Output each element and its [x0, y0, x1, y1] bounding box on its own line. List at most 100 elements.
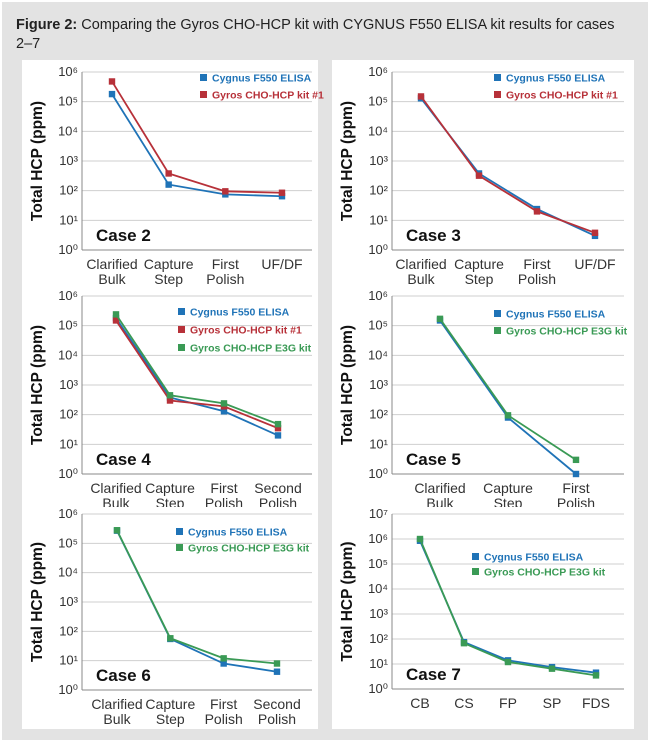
legend-label-cygnus-f550-elisa: Cygnus F550 ELISA [188, 527, 288, 539]
y-tick-label: 10⁵ [58, 535, 78, 550]
series-line-cygnus-f550-elisa [111, 93, 283, 198]
x-tick-line: Second [253, 696, 300, 712]
x-tick-line: CS [454, 695, 473, 711]
x-tick-line: Capture [144, 256, 194, 272]
legend-label-gyros-cho-hcp-e3g-kit: Gyros CHO-HCP E3G kit [190, 343, 312, 355]
y-tick-label: 10³ [369, 153, 388, 168]
y-tick-label: 10³ [59, 153, 78, 168]
x-tick-label-first-polish: First Polish [205, 696, 243, 727]
legend-label-cygnus-f550-elisa: Cygnus F550 ELISA [484, 552, 584, 564]
x-tick-line: First [210, 696, 237, 712]
x-tick-line: Bulk [103, 711, 131, 727]
y-axis-label: Total HCP (ppm) [339, 542, 356, 662]
data-point-gyros-cho-hcp-e3g-kit [220, 400, 228, 407]
y-tick-label: 10¹ [369, 656, 388, 671]
data-point-cygnus-f550-elisa [278, 193, 286, 200]
chart-panel-case-2: 10⁰ 10¹ 10² 10³ 10⁴ 10⁵ 10⁶ Total HCP (ppm) Clar… [22, 60, 324, 288]
x-tick-label-capture-step: Capture Step [454, 256, 504, 287]
x-tick-label-uf-df: UF/DF [261, 256, 302, 272]
legend-label-gyros-cho-hcp-e3g-kit: Gyros CHO-HCP E3G kit [188, 543, 310, 555]
data-point-gyros-cho-hcp-e3g-kit [274, 420, 282, 428]
y-tick-label: 10³ [59, 377, 78, 392]
x-tick-label-clarified-bulk: Clarified Bulk [91, 696, 142, 727]
legend-marker-gyros-cho-hcp-e3g-kit [494, 327, 501, 334]
data-point-gyros-cho-hcp-kit-1 [274, 424, 282, 432]
x-tick-line: Capture [145, 480, 195, 496]
x-tick-label-capture-step: Capture Step [144, 256, 194, 287]
data-point-gyros-cho-hcp-kit-1 [475, 172, 483, 179]
data-point-cygnus-f550-elisa [274, 432, 282, 439]
data-point-gyros-cho-hcp-kit-1 [112, 317, 120, 324]
data-point-gyros-cho-hcp-e3g-kit [112, 311, 120, 318]
legend-marker-gyros-cho-hcp-e3g-kit [472, 568, 479, 575]
x-tick-line: Polish [206, 271, 244, 287]
x-tick-label-fp: FP [499, 695, 517, 711]
chart-svg-case-5: 10⁰ 10¹ 10² 10³ 10⁴ 10⁵ 10⁶ Total HCP (ppm) Clar… [339, 288, 628, 511]
x-tick-line: Bulk [407, 271, 435, 287]
legend-marker-gyros-cho-hcp-kit-1 [494, 91, 501, 98]
data-point-gyros-cho-hcp-kit-1 [417, 93, 425, 100]
legend-marker-cygnus-f550-elisa [494, 74, 501, 81]
y-axis-label: Total HCP (ppm) [339, 101, 356, 221]
x-tick-label-first-polish: First Polish [206, 256, 244, 287]
chart-panel-case-4: 10⁰ 10¹ 10² 10³ 10⁴ 10⁵ 10⁶ Total HCP (ppm) Clar… [22, 288, 318, 514]
legend-marker-cygnus-f550-elisa [472, 553, 479, 560]
chart-svg-case-7: 10⁰ 10¹ 10² 10³ 10⁴ 10⁵ 10⁶ 10⁷ Total HCP (ppm) C… [339, 506, 624, 711]
data-point-cygnus-f550-elisa [273, 668, 281, 675]
x-tick-label-clarified-bulk: Clarified Bulk [395, 256, 446, 287]
chart-svg-case-6: 10⁰ 10¹ 10² 10³ 10⁴ 10⁵ 10⁶ Total HCP (ppm) Clar… [29, 506, 312, 727]
y-tick-label: 10⁴ [58, 565, 78, 580]
y-tick-label: 10³ [369, 377, 388, 392]
data-point-gyros-cho-hcp-kit-1 [591, 229, 599, 236]
series-line-gyros-cho-hcp-kit-1 [420, 95, 596, 234]
chart-svg-case-2: 10⁰ 10¹ 10² 10³ 10⁴ 10⁵ 10⁶ Total HCP (ppm) Clar… [29, 64, 324, 287]
y-tick-label: 10⁰ [368, 466, 388, 481]
x-tick-line: Bulk [98, 271, 126, 287]
y-tick-label: 10⁰ [368, 681, 388, 696]
data-point-gyros-cho-hcp-e3g-kit [273, 660, 281, 667]
y-tick-label: 10⁷ [369, 506, 388, 521]
y-tick-label: 10⁴ [58, 347, 78, 362]
series-line-gyros-cho-hcp-e3g-kit [115, 313, 279, 425]
legend-label-gyros-cho-hcp-e3g-kit: Gyros CHO-HCP E3G kit [506, 326, 628, 338]
legend-label-gyros-cho-hcp-kit-1: Gyros CHO-HCP kit #1 [190, 325, 302, 337]
y-axis-label: Total HCP (ppm) [29, 542, 46, 662]
y-tick-label: 10² [369, 631, 388, 646]
x-tick-line: Step [156, 711, 185, 727]
data-point-gyros-cho-hcp-e3g-kit [113, 527, 121, 534]
series-line-cygnus-f550-elisa [420, 97, 596, 237]
x-tick-label-uf-df: UF/DF [574, 256, 615, 272]
chart-svg-case-3: 10⁰ 10¹ 10² 10³ 10⁴ 10⁵ 10⁶ Total HCP (ppm) Clar… [339, 64, 624, 287]
x-tick-label-first-polish: First Polish [518, 256, 556, 287]
legend-marker-gyros-cho-hcp-kit-1 [200, 91, 207, 98]
y-tick-label: 10³ [369, 606, 388, 621]
y-tick-label: 10⁴ [368, 347, 388, 362]
legend-label-cygnus-f550-elisa: Cygnus F550 ELISA [212, 73, 312, 85]
y-tick-label: 10¹ [59, 436, 78, 451]
x-tick-line: Step [465, 271, 494, 287]
y-tick-label: 10² [369, 407, 388, 422]
legend-marker-cygnus-f550-elisa [200, 74, 207, 81]
data-point-cygnus-f550-elisa [165, 181, 172, 188]
y-tick-label: 10⁶ [368, 64, 388, 79]
case-label: Case 4 [96, 450, 151, 469]
case-label: Case 5 [406, 450, 461, 469]
x-tick-label-clarified-bulk: Clarified Bulk [86, 256, 137, 287]
data-point-cygnus-f550-elisa [220, 660, 227, 667]
x-tick-line: Second [254, 480, 301, 496]
y-tick-label: 10⁴ [368, 123, 388, 138]
x-tick-line: First [523, 256, 550, 272]
x-tick-line: Polish [258, 711, 296, 727]
data-point-gyros-cho-hcp-e3g-kit [416, 535, 424, 543]
x-tick-line: CB [410, 695, 429, 711]
y-tick-label: 10² [59, 623, 78, 638]
y-tick-label: 10² [59, 407, 78, 422]
x-tick-line: First [210, 480, 237, 496]
y-tick-label: 10⁵ [368, 318, 388, 333]
y-tick-label: 10⁰ [58, 466, 78, 481]
chart-panel-case-3: 10⁰ 10¹ 10² 10³ 10⁴ 10⁵ 10⁶ Total HCP (ppm) Clar… [332, 60, 634, 288]
y-tick-label: 10⁶ [58, 288, 78, 303]
y-tick-label: 10⁰ [368, 242, 388, 257]
y-tick-label: 10⁵ [368, 94, 388, 109]
